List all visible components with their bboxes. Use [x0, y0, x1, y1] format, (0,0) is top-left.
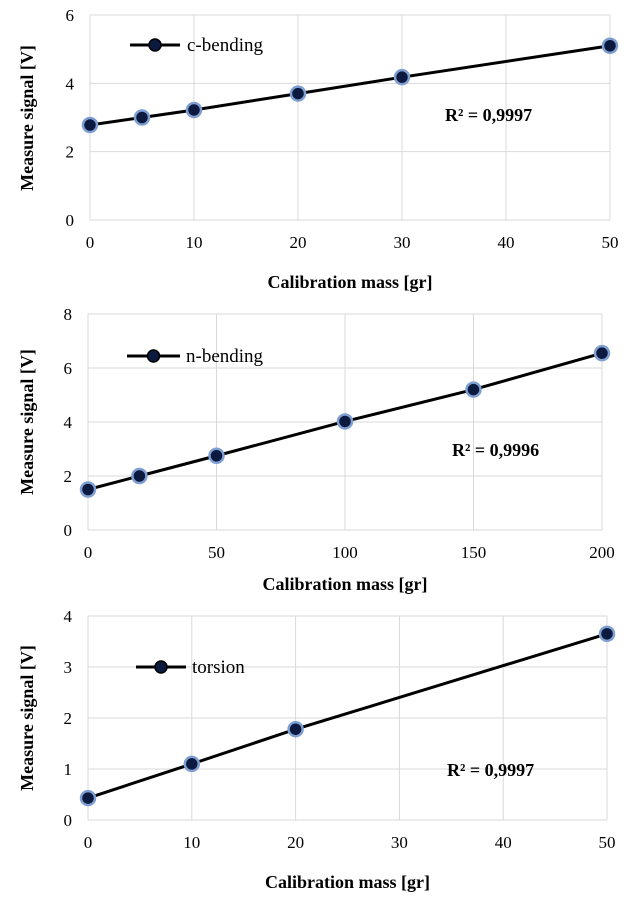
x-tick-label: 20	[290, 233, 307, 252]
legend-label: c-bending	[187, 35, 263, 56]
data-point	[133, 109, 151, 126]
series-line	[89, 44, 611, 127]
data-point	[593, 344, 611, 362]
x-tick-label: 0	[84, 543, 93, 562]
x-tick-label: 40	[495, 833, 512, 852]
data-point	[289, 85, 307, 102]
data-point	[79, 481, 97, 498]
series-line	[87, 632, 608, 800]
x-tick-label: 10	[183, 833, 200, 852]
x-tick-label: 0	[84, 833, 93, 852]
y-tick-label: 3	[64, 658, 73, 677]
x-tick-label: 0	[86, 233, 95, 252]
x-axis-label: Calibration mass [gr]	[268, 272, 433, 292]
data-point	[601, 37, 619, 54]
legend-label: torsion	[192, 657, 245, 678]
y-tick-label: 8	[64, 305, 73, 324]
x-axis-label: Calibration mass [gr]	[265, 872, 430, 892]
x-tick-label: 50	[602, 233, 619, 252]
y-axis-label: Measure signal [V]	[17, 45, 37, 191]
data-point	[598, 625, 616, 643]
data-point	[81, 116, 99, 134]
y-tick-label: 0	[64, 521, 73, 540]
chart-2: 0 50 100 150 200 0 2 4 6 8 Calibration mass [gr] Me…	[17, 305, 615, 594]
data-point	[465, 381, 482, 398]
data-point	[336, 413, 354, 430]
x-tick-label: 200	[589, 543, 615, 562]
data-point	[79, 789, 97, 807]
data-point	[393, 68, 411, 86]
x-tick-label: 30	[391, 833, 408, 852]
legend-marker	[148, 38, 162, 52]
y-tick-label: 2	[66, 143, 75, 162]
y-axis-label: Measure signal [V]	[17, 349, 37, 495]
legend-marker	[154, 660, 168, 674]
y-tick-label: 6	[66, 6, 75, 25]
y-axis-label: Measure signal [V]	[17, 645, 37, 791]
x-tick-label: 50	[208, 543, 225, 562]
data-point	[131, 467, 148, 485]
r-squared-annotation: R² = 0,9997	[447, 760, 534, 780]
x-tick-label: 40	[498, 233, 515, 252]
x-tick-label: 100	[332, 543, 358, 562]
data-point	[185, 101, 203, 119]
chart-3: 0 10 20 30 40 50 0 1 2 3 4 Calibration mass [gr] Mea…	[17, 607, 616, 892]
r-squared-annotation: R² = 0,9996	[452, 440, 539, 460]
y-tick-label: 0	[66, 211, 75, 230]
x-tick-label: 150	[461, 543, 487, 562]
y-tick-label: 2	[64, 467, 73, 486]
y-tick-label: 6	[64, 359, 73, 378]
series-line	[87, 351, 603, 491]
data-point	[287, 720, 304, 738]
y-tick-label: 4	[64, 607, 73, 626]
x-tick-label: 10	[186, 233, 203, 252]
y-tick-label: 4	[66, 74, 75, 93]
r-squared-annotation: R² = 0,9997	[445, 105, 532, 125]
y-tick-label: 1	[64, 760, 73, 779]
legend-marker	[146, 349, 161, 363]
x-tick-label: 30	[394, 233, 411, 252]
y-tick-label: 4	[64, 413, 73, 432]
data-point	[183, 755, 201, 773]
x-axis-label: Calibration mass [gr]	[263, 574, 428, 594]
chart-1: 0 10 20 30 40 50 0 2 4 6 Calibration mass [gr] Meas…	[17, 6, 619, 292]
data-point	[208, 447, 225, 464]
x-tick-label: 50	[599, 833, 616, 852]
y-tick-label: 0	[64, 811, 73, 830]
x-tick-label: 20	[287, 833, 304, 852]
y-tick-label: 2	[64, 709, 73, 728]
legend-label: n-bending	[186, 346, 264, 367]
